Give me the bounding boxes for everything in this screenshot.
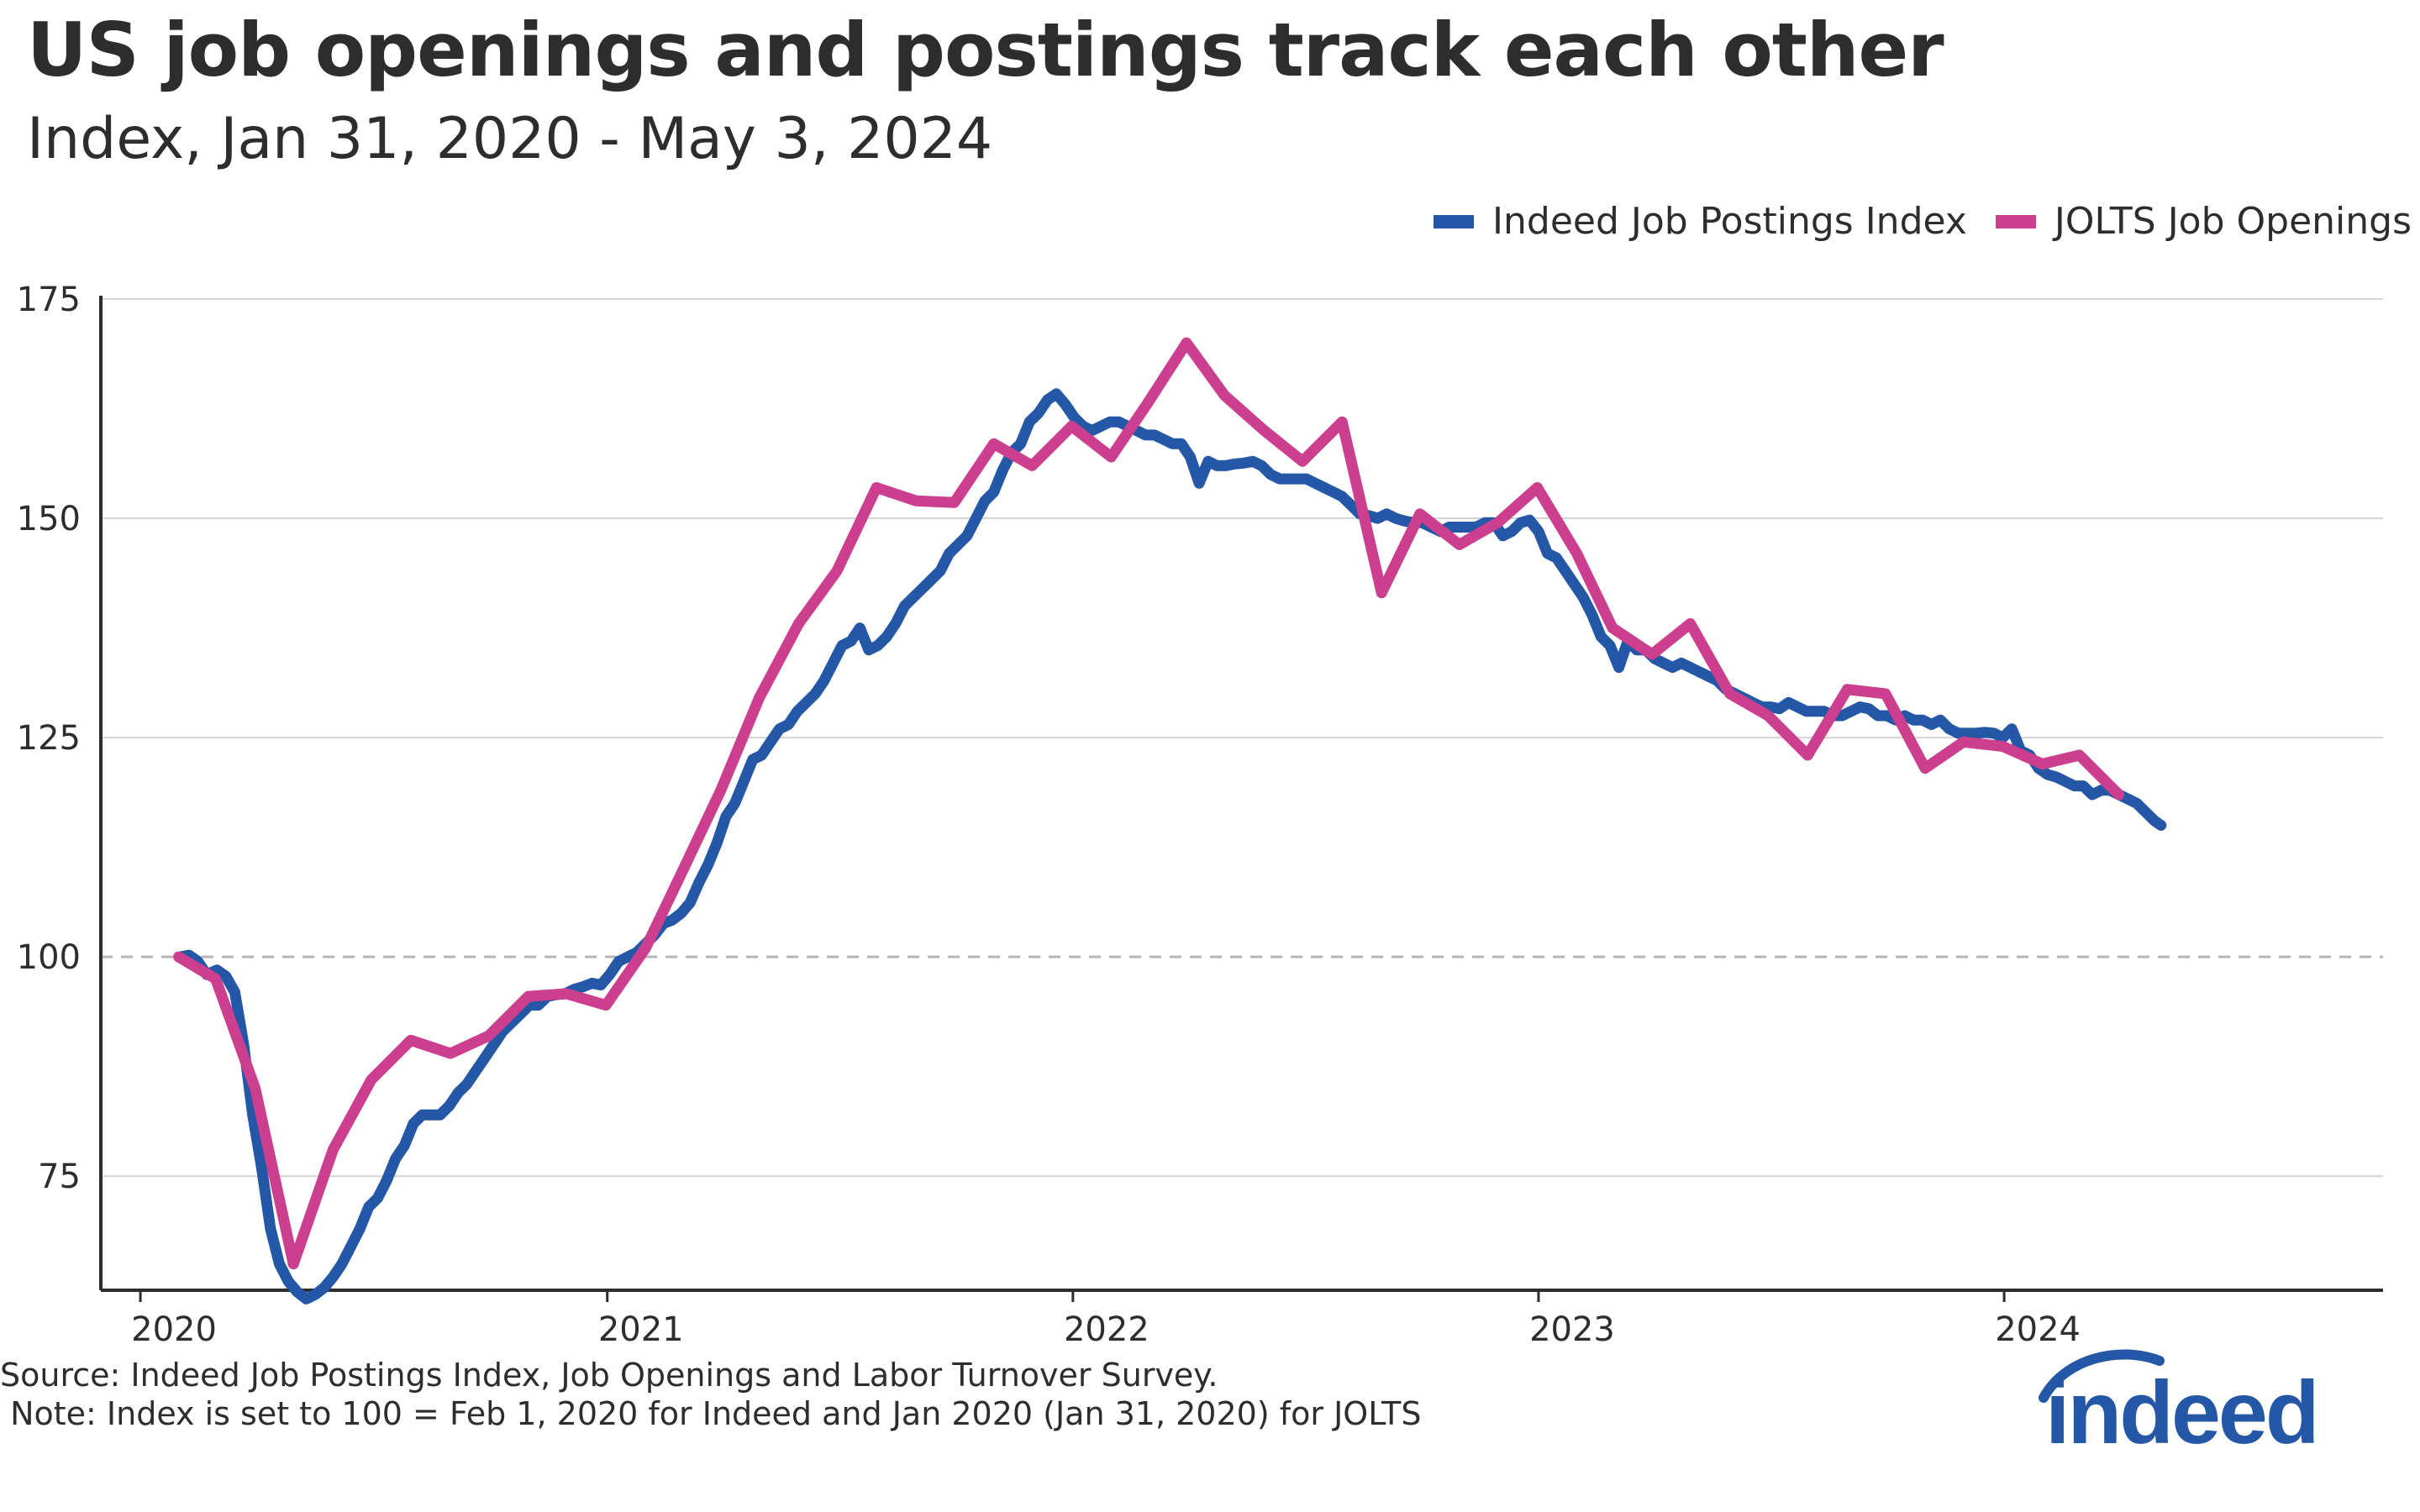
series-line-indeed <box>174 388 2167 1305</box>
note-line: Note: Index is set to 100 = Feb 1, 2020 … <box>0 1395 1422 1432</box>
logo-arc <box>2039 1349 2165 1403</box>
x-tick-label: 2022 <box>1064 1310 1150 1349</box>
chart-title: US job openings and postings track each … <box>27 7 1944 93</box>
series-line-jolts <box>173 337 2125 1270</box>
source-note: Source: Indeed Job Postings Index, Job O… <box>0 1356 1421 1433</box>
legend-label-indeed: Indeed Job Postings Index <box>1492 200 1967 243</box>
x-tick-label: 2020 <box>131 1310 217 1349</box>
legend-swatch-indeed <box>1434 214 1475 228</box>
legend-item-indeed: Indeed Job Postings Index <box>1434 200 1967 243</box>
source-line: Source: Indeed Job Postings Index, Job O… <box>0 1357 1218 1394</box>
y-tick-label: 150 <box>17 500 81 538</box>
legend-swatch-jolts <box>1995 214 2036 228</box>
legend-item-jolts: JOLTS Job Openings <box>1995 200 2412 243</box>
legend-label-jolts: JOLTS Job Openings <box>2054 200 2412 243</box>
y-tick-label: 125 <box>17 719 81 758</box>
x-tick-label: 2024 <box>1995 1310 2081 1349</box>
x-tick-label: 2023 <box>1529 1310 1615 1349</box>
x-tick-label: 2021 <box>598 1310 684 1349</box>
logo-wordmark: indeed <box>2045 1363 2317 1452</box>
y-tick-label: 175 <box>17 281 81 319</box>
y-tick-label: 75 <box>38 1158 81 1196</box>
chart-legend: Indeed Job Postings Index JOLTS Job Open… <box>1434 200 2412 243</box>
chart-subtitle: Index, Jan 31, 2020 - May 3, 2024 <box>27 106 993 172</box>
y-tick-label: 100 <box>17 938 81 977</box>
indeed-logo: indeed <box>2039 1349 2320 1452</box>
